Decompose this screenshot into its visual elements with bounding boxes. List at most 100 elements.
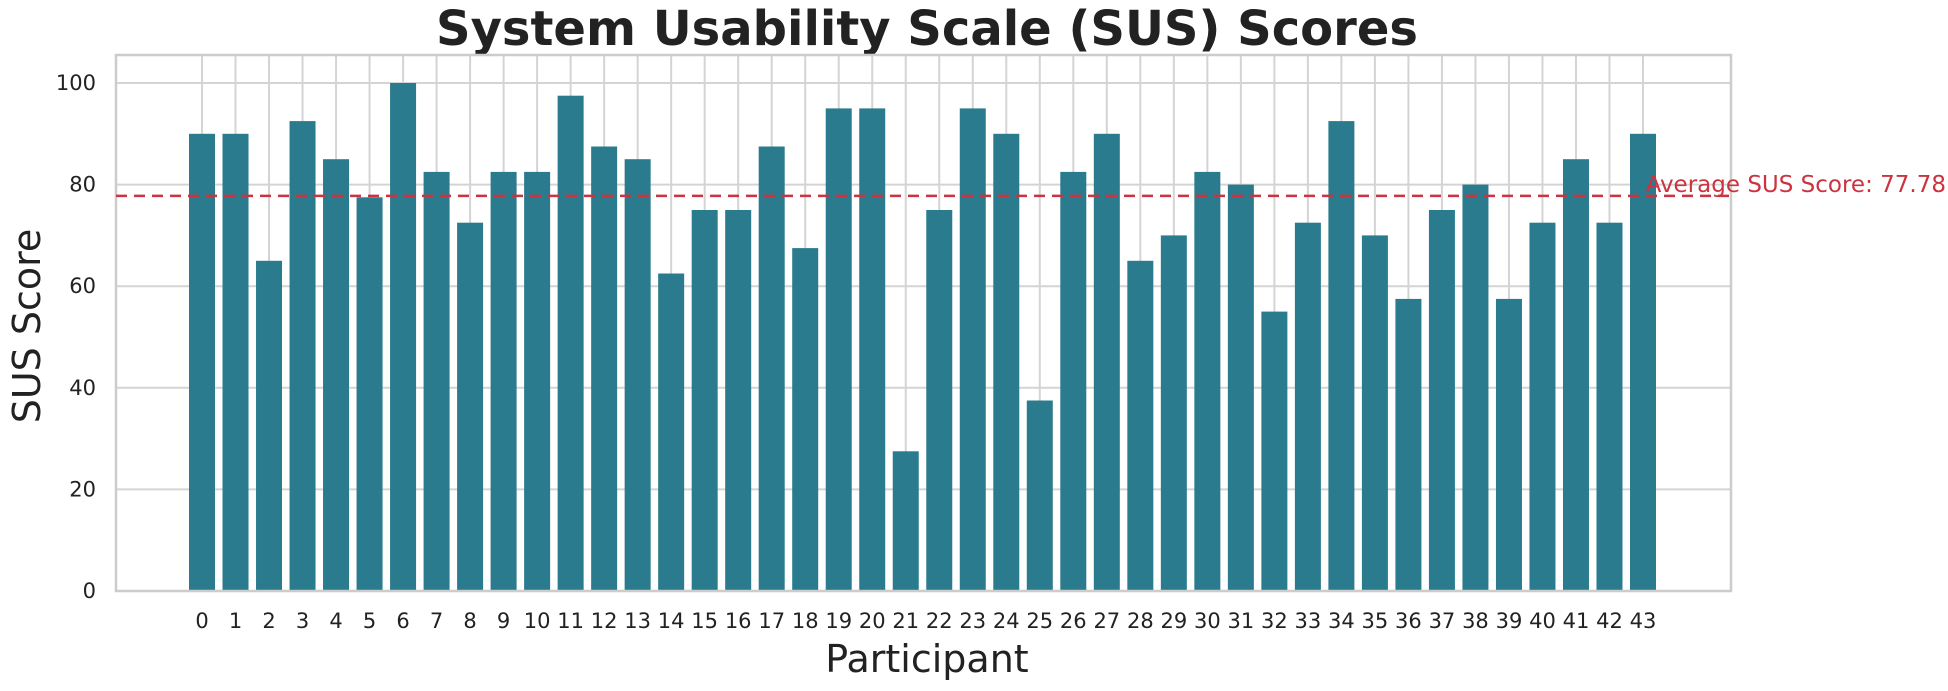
bar-participant-28 bbox=[1127, 260, 1154, 591]
bar-participant-14 bbox=[658, 273, 685, 591]
x-tick-label: 39 bbox=[1496, 609, 1523, 633]
bar-participant-12 bbox=[591, 146, 618, 591]
x-tick-label: 7 bbox=[430, 609, 443, 633]
average-label: Average SUS Score: 77.78 bbox=[1646, 172, 1946, 198]
y-axis-label: SUS Score bbox=[5, 229, 49, 424]
bar-participant-41 bbox=[1562, 159, 1589, 591]
x-tick-label: 19 bbox=[825, 609, 852, 633]
x-tick-label: 14 bbox=[658, 609, 685, 633]
x-tick-label: 34 bbox=[1328, 609, 1355, 633]
y-tick-label: 100 bbox=[56, 71, 96, 95]
bar-participant-23 bbox=[959, 108, 986, 592]
x-tick-label: 24 bbox=[993, 609, 1020, 633]
y-tick-label: 0 bbox=[83, 579, 96, 603]
y-tick-label: 40 bbox=[69, 376, 96, 400]
x-tick-label: 25 bbox=[1026, 609, 1053, 633]
x-tick-label: 43 bbox=[1630, 609, 1657, 633]
x-tick-label: 10 bbox=[524, 609, 551, 633]
bar-participant-13 bbox=[624, 159, 651, 591]
x-tick-label: 5 bbox=[363, 609, 376, 633]
bar-participant-4 bbox=[323, 159, 350, 591]
x-tick-label: 6 bbox=[396, 609, 409, 633]
x-tick-label: 23 bbox=[959, 609, 986, 633]
x-tick-label: 3 bbox=[296, 609, 309, 633]
bar-participant-10 bbox=[524, 171, 551, 591]
bar-participant-38 bbox=[1462, 184, 1489, 591]
x-tick-label: 27 bbox=[1093, 609, 1120, 633]
chart-title: System Usability Scale (SUS) Scores bbox=[436, 1, 1418, 57]
bar-participant-30 bbox=[1194, 171, 1221, 591]
bar-participant-25 bbox=[1026, 400, 1053, 591]
x-tick-label: 15 bbox=[691, 609, 718, 633]
bar-participant-32 bbox=[1261, 311, 1288, 591]
bar-participant-35 bbox=[1361, 235, 1388, 591]
bar-participant-43 bbox=[1630, 133, 1656, 592]
x-tick-label: 2 bbox=[262, 609, 275, 633]
bar-participant-39 bbox=[1495, 298, 1522, 591]
bar-participant-33 bbox=[1294, 222, 1321, 591]
bar-participant-34 bbox=[1328, 121, 1355, 591]
bar-participant-31 bbox=[1227, 184, 1254, 591]
x-tick-label: 4 bbox=[329, 609, 342, 633]
bar-participant-16 bbox=[725, 210, 752, 591]
x-tick-label: 32 bbox=[1261, 609, 1288, 633]
bar-participant-11 bbox=[557, 95, 584, 591]
x-tick-label: 26 bbox=[1060, 609, 1087, 633]
bar-participant-6 bbox=[390, 83, 417, 591]
bar-participant-21 bbox=[892, 451, 919, 591]
x-tick-label: 36 bbox=[1395, 609, 1422, 633]
bar-participant-42 bbox=[1596, 222, 1623, 591]
x-tick-label: 40 bbox=[1529, 609, 1556, 633]
x-tick-label: 11 bbox=[557, 609, 584, 633]
x-tick-label: 41 bbox=[1563, 609, 1590, 633]
x-tick-label: 17 bbox=[758, 609, 785, 633]
x-tick-label: 20 bbox=[859, 609, 886, 633]
bar-participant-2 bbox=[256, 260, 283, 591]
bar-participant-20 bbox=[859, 108, 886, 592]
x-tick-label: 9 bbox=[497, 609, 510, 633]
bar-participant-36 bbox=[1395, 298, 1422, 591]
bar-participant-17 bbox=[758, 146, 785, 591]
x-tick-label: 21 bbox=[892, 609, 919, 633]
bar-participant-18 bbox=[792, 248, 819, 591]
x-tick-label: 18 bbox=[792, 609, 819, 633]
x-tick-label: 16 bbox=[725, 609, 752, 633]
bar-participant-15 bbox=[691, 210, 718, 591]
x-tick-label: 38 bbox=[1462, 609, 1489, 633]
x-tick-label: 22 bbox=[926, 609, 953, 633]
bar-participant-22 bbox=[926, 210, 953, 591]
x-tick-label: 29 bbox=[1160, 609, 1187, 633]
x-tick-label: 28 bbox=[1127, 609, 1154, 633]
bar-participant-24 bbox=[993, 133, 1020, 592]
bar-participant-7 bbox=[423, 171, 450, 591]
plot-frame bbox=[114, 53, 1733, 593]
y-tick-labels: 0 20 40 60 80 100 bbox=[56, 71, 96, 603]
x-tick-label: 33 bbox=[1295, 609, 1322, 633]
bar-participant-37 bbox=[1428, 210, 1455, 591]
x-tick-label: 30 bbox=[1194, 609, 1221, 633]
x-tick-label: 37 bbox=[1429, 609, 1456, 633]
bar-participant-27 bbox=[1093, 133, 1120, 592]
x-tick-label: 13 bbox=[624, 609, 651, 633]
bars bbox=[189, 83, 1656, 592]
y-tick-label: 60 bbox=[69, 274, 96, 298]
bar-participant-8 bbox=[457, 222, 484, 591]
x-tick-label: 1 bbox=[229, 609, 242, 633]
y-tick-label: 80 bbox=[69, 173, 96, 197]
x-axis-label: Participant bbox=[825, 637, 1028, 681]
x-tick-label: 31 bbox=[1227, 609, 1254, 633]
x-tick-label: 8 bbox=[463, 609, 476, 633]
bar-participant-0 bbox=[189, 133, 215, 592]
x-tick-labels: 0 1 2 3 4 5 6 7 8 9 10 11 12 13 14 15 16 17 18 19 20 21 22 23 24… bbox=[195, 609, 1656, 633]
bar-participant-29 bbox=[1160, 235, 1187, 591]
bar-participant-5 bbox=[356, 197, 383, 592]
x-tick-label: 12 bbox=[591, 609, 618, 633]
bar-participant-3 bbox=[289, 121, 316, 591]
bar-participant-9 bbox=[490, 171, 517, 591]
bar-participant-1 bbox=[222, 133, 249, 592]
x-tick-label: 0 bbox=[195, 609, 208, 633]
bar-participant-19 bbox=[825, 108, 852, 592]
y-tick-label: 20 bbox=[69, 477, 96, 501]
x-tick-label: 35 bbox=[1362, 609, 1389, 633]
